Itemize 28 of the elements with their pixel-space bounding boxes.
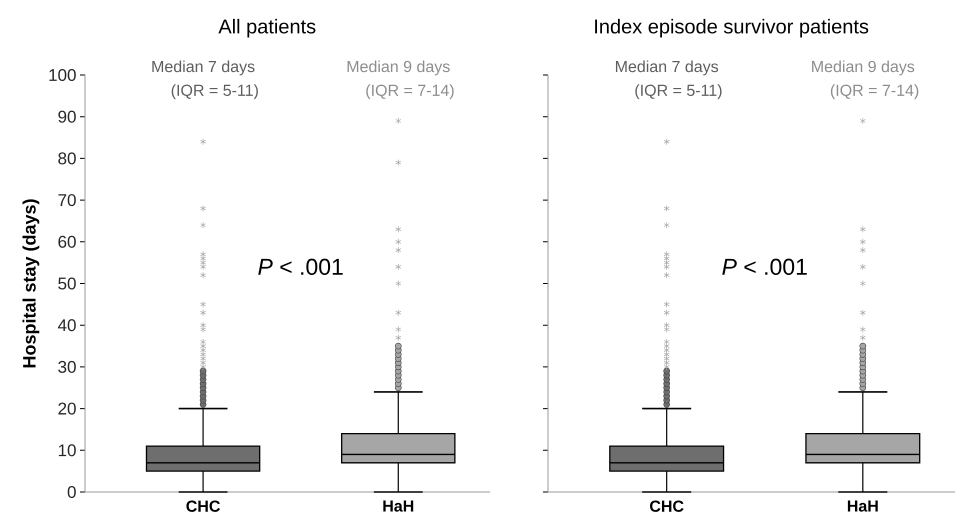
y-tick-label: 20 (58, 402, 76, 415)
annotation: Median 7 days (152, 60, 255, 76)
annotation: (IQR = 5-11) (172, 84, 258, 100)
y-tick-label: 0 (68, 486, 76, 498)
y-tick-label: 90 (58, 110, 76, 123)
x-tick-label: CHC (650, 500, 684, 512)
y-tick-label: 60 (58, 236, 76, 248)
chart-title: All patients (218, 18, 316, 38)
annotation: Median 9 days (348, 60, 450, 76)
y-tick-label: 30 (58, 360, 76, 373)
chart-title: Index episode survivor patients (595, 18, 868, 38)
annotation: Median 7 days (616, 60, 718, 76)
x-tick-label: HaH (383, 500, 414, 512)
y-tick-label: 100 (49, 68, 76, 82)
annotation: (IQR = 5-11) (635, 84, 722, 100)
x-tick-label: CHC (186, 500, 220, 512)
annotation: Median 9 days (812, 60, 914, 76)
y-tick-label: 40 (58, 319, 76, 332)
annotation: P < .001 (722, 258, 807, 275)
y-tick-label: 70 (58, 194, 76, 206)
annotation: (IQR = 7-14) (830, 84, 918, 100)
x-tick-label: HaH (848, 500, 878, 512)
y-tick-label: 50 (58, 277, 76, 290)
y-tick-label: 10 (58, 444, 76, 456)
y-tick-label: 80 (58, 152, 76, 164)
y-axis-title: Hospital stay (days) (22, 199, 40, 368)
annotation: (IQR = 7-14) (366, 84, 454, 100)
annotation: P < .001 (258, 258, 343, 275)
